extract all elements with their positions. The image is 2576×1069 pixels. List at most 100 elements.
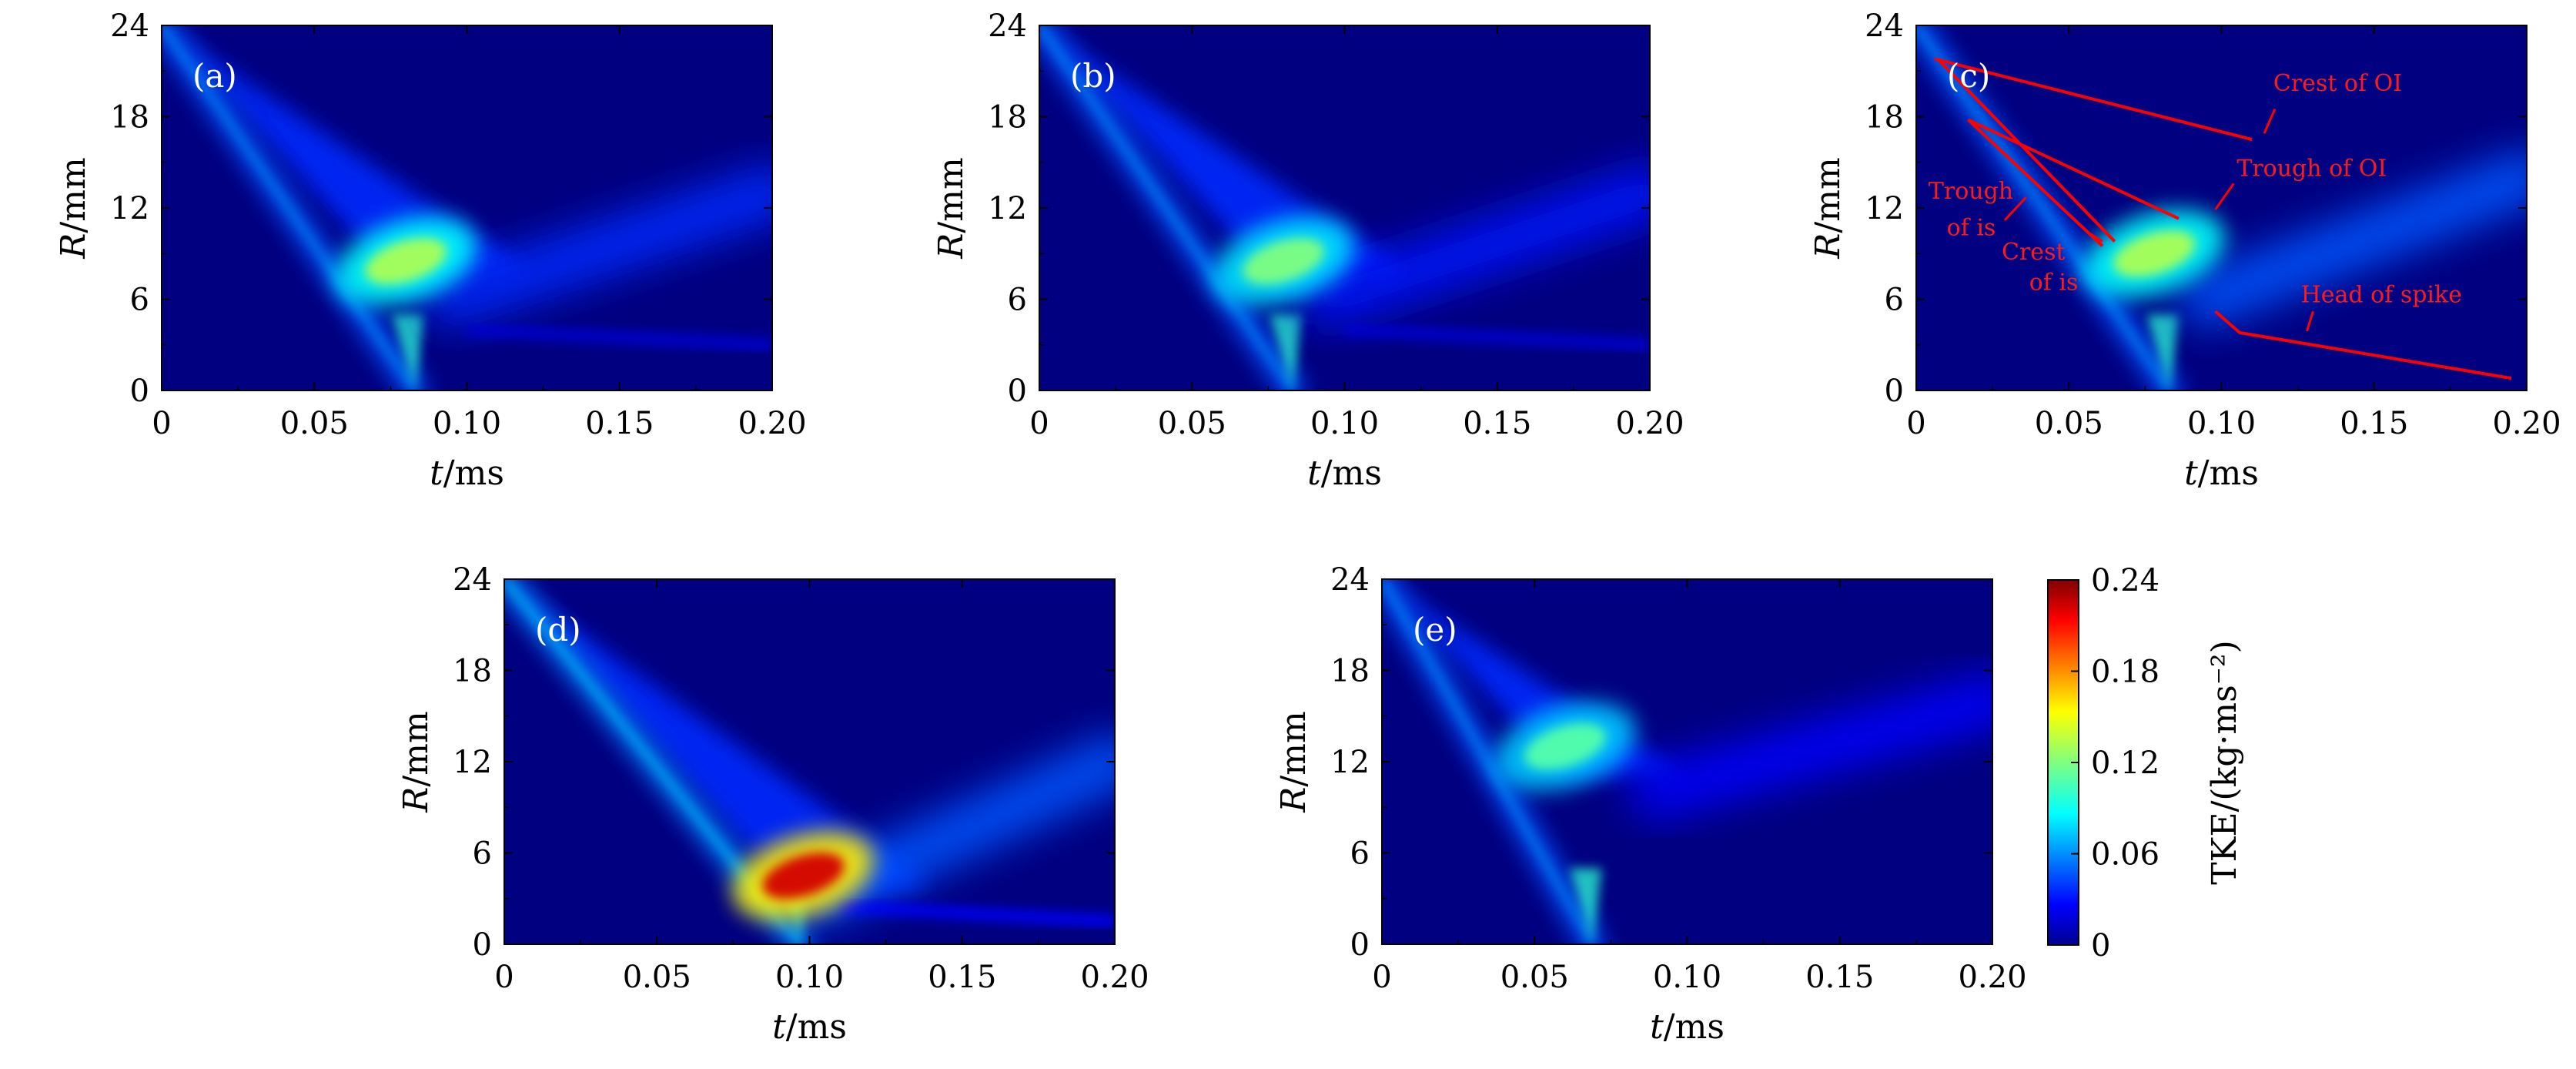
y-axis-title-e: R/mm (1274, 711, 1313, 813)
y-axis-var-b: R (932, 233, 971, 260)
heatmap-e (1382, 579, 1992, 944)
x-tick-label-e-1: 0.05 (1500, 960, 1569, 995)
y-axis-title-a: R/mm (54, 157, 93, 259)
heatmap-c (1916, 25, 2527, 390)
x-axis-title-a: t/ms (430, 454, 504, 493)
panel-label-b: (b) (1070, 57, 1116, 95)
annotation-leader-1 (2214, 183, 2235, 210)
y-tick-label-b-0: 0 (1008, 374, 1027, 409)
x-axis-unit-d: /ms (786, 1007, 847, 1047)
x-tick-label-d-4: 0.20 (1080, 960, 1149, 995)
y-axis-title-c: R/mm (1808, 157, 1848, 259)
y-tick-label-d-2: 12 (453, 745, 492, 780)
x-tick-label-e-0: 0 (1372, 960, 1391, 995)
x-tick-label-c-3: 0.15 (2340, 406, 2408, 441)
y-tick-label-b-4: 24 (988, 8, 1027, 44)
feature-reflected-shock-e (1629, 674, 1992, 819)
ticks-c: 0 0.05 0.10 0.15 0.20 0 6 12 18 24 (1865, 8, 2561, 441)
x-tick-label-d-0: 0 (494, 960, 514, 995)
panel-label-d: (d) (535, 611, 581, 648)
feature-incident-shock-core-b (1039, 25, 1295, 390)
y-tick-label-a-2: 12 (110, 191, 149, 226)
x-axis-title-d: t/ms (772, 1007, 847, 1047)
x-tick-label-d-1: 0.05 (623, 960, 691, 995)
feature-spike-tail-a (467, 323, 772, 352)
annotation-label-2: Trough (1929, 178, 2013, 205)
feature-incident-shock-core-a (162, 25, 417, 390)
feature-mixing-core-d (762, 853, 845, 900)
y-tick-label-b-3: 18 (988, 100, 1027, 136)
x-axis-var-a: t (430, 454, 443, 493)
x-tick-label-e-3: 0.15 (1805, 960, 1874, 995)
colorbar-title: TKE/(kg·ms⁻²) (2205, 640, 2244, 884)
panel-label-c: (c) (1947, 57, 1990, 95)
y-tick-label-c-3: 18 (1865, 100, 1904, 136)
x-tick-label-c-2: 0.10 (2187, 406, 2256, 441)
heatmap-d (504, 579, 1115, 944)
y-axis-unit-b: /mm (932, 157, 971, 233)
y-axis-var-e: R (1274, 787, 1313, 813)
y-axis-unit-d: /mm (396, 711, 436, 786)
annotation-label-6: Head of spike (2301, 281, 2462, 308)
y-tick-label-a-3: 18 (110, 100, 149, 136)
y-tick-label-c-2: 12 (1865, 191, 1904, 226)
feature-wedge-d (504, 579, 932, 906)
annotation-label-0: Crest of OI (2273, 70, 2402, 97)
x-axis-unit-c: /ms (2198, 454, 2259, 493)
annotation-leader-4 (2306, 310, 2314, 332)
feature-spike-tail-b (1344, 323, 1650, 352)
feature-reflected-shock-a (424, 166, 772, 327)
y-axis-var-a: R (54, 233, 93, 260)
panel-a: 0 0.05 0.10 0.15 0.20 0 6 12 18 24 (a) t/ms R/mm (54, 8, 807, 493)
feature-focus-spike-e (1569, 868, 1602, 944)
feature-incident-shock-core-c (1916, 25, 2172, 390)
annotation-label-4: Crest (2002, 239, 2066, 266)
panel-label-e: (e) (1413, 611, 1457, 648)
y-axis-title-b: R/mm (932, 157, 971, 259)
x-tick-label-e-2: 0.10 (1653, 960, 1721, 995)
feature-mixing-core-b (1243, 238, 1325, 285)
x-tick-label-d-2: 0.10 (775, 960, 844, 995)
colorbar: 0 0.06 0.12 0.18 0.24 TKE/(kg·ms⁻²) (2047, 563, 2244, 963)
heatmap-b (1039, 25, 1650, 390)
panel-label-a: (a) (192, 57, 237, 95)
x-axis-unit-a: /ms (443, 454, 504, 493)
x-tick-label-b-1: 0.05 (1158, 406, 1226, 441)
y-tick-label-d-3: 18 (453, 654, 492, 689)
y-axis-title-d: R/mm (396, 711, 436, 813)
y-axis-unit-e: /mm (1274, 711, 1313, 786)
panel-b: 0 0.05 0.10 0.15 0.20 0 6 12 18 24 (b) t/ms R/mm (932, 8, 1684, 493)
ticks-b: 0 0.05 0.10 0.15 0.20 0 6 12 18 24 (988, 8, 1684, 441)
y-tick-label-e-1: 6 (1350, 836, 1370, 872)
x-tick-label-a-0: 0 (152, 406, 171, 441)
x-axis-var-b: t (1307, 454, 1321, 493)
y-tick-label-e-3: 18 (1330, 654, 1370, 689)
colorbar-tick-label-0: 0 (2091, 928, 2110, 963)
y-axis-unit-a: /mm (54, 157, 93, 233)
y-tick-label-a-1: 6 (130, 283, 149, 318)
x-tick-label-a-1: 0.05 (280, 406, 349, 441)
colorbar-tick-label-4: 0.24 (2091, 563, 2159, 598)
panel-e: 0 0.05 0.10 0.15 0.20 0 6 12 18 24 (e) t/ms R/mm (1274, 562, 2027, 1047)
feature-reflected-shock-c (2179, 150, 2527, 327)
annotation-leader-0 (2263, 109, 2277, 134)
y-tick-label-e-0: 0 (1350, 927, 1370, 963)
feature-focus-spike-a (392, 314, 425, 390)
x-axis-var-e: t (1650, 1007, 1664, 1047)
y-axis-unit-c: /mm (1808, 157, 1848, 233)
annotation-line-0 (1934, 57, 2253, 142)
feature-focus-spike-b (1270, 314, 1303, 390)
x-axis-unit-b: /ms (1321, 454, 1382, 493)
annotation-line-6 (2214, 310, 2512, 380)
y-tick-label-b-1: 6 (1008, 283, 1027, 318)
y-tick-label-e-2: 12 (1330, 745, 1370, 780)
x-tick-label-a-2: 0.10 (433, 406, 501, 441)
x-tick-label-b-4: 0.20 (1615, 406, 1684, 441)
colorbar-tick-label-1: 0.06 (2091, 837, 2159, 873)
heatmap-a (162, 25, 772, 390)
y-tick-label-c-1: 6 (1885, 283, 1904, 318)
x-axis-var-d: t (772, 1007, 786, 1047)
x-axis-var-c: t (2184, 454, 2198, 493)
x-tick-label-b-0: 0 (1029, 406, 1049, 441)
